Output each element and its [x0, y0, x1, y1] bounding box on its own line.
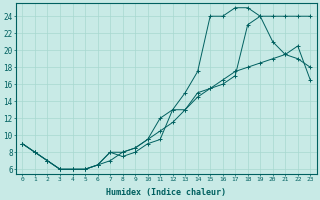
X-axis label: Humidex (Indice chaleur): Humidex (Indice chaleur) [106, 188, 226, 197]
